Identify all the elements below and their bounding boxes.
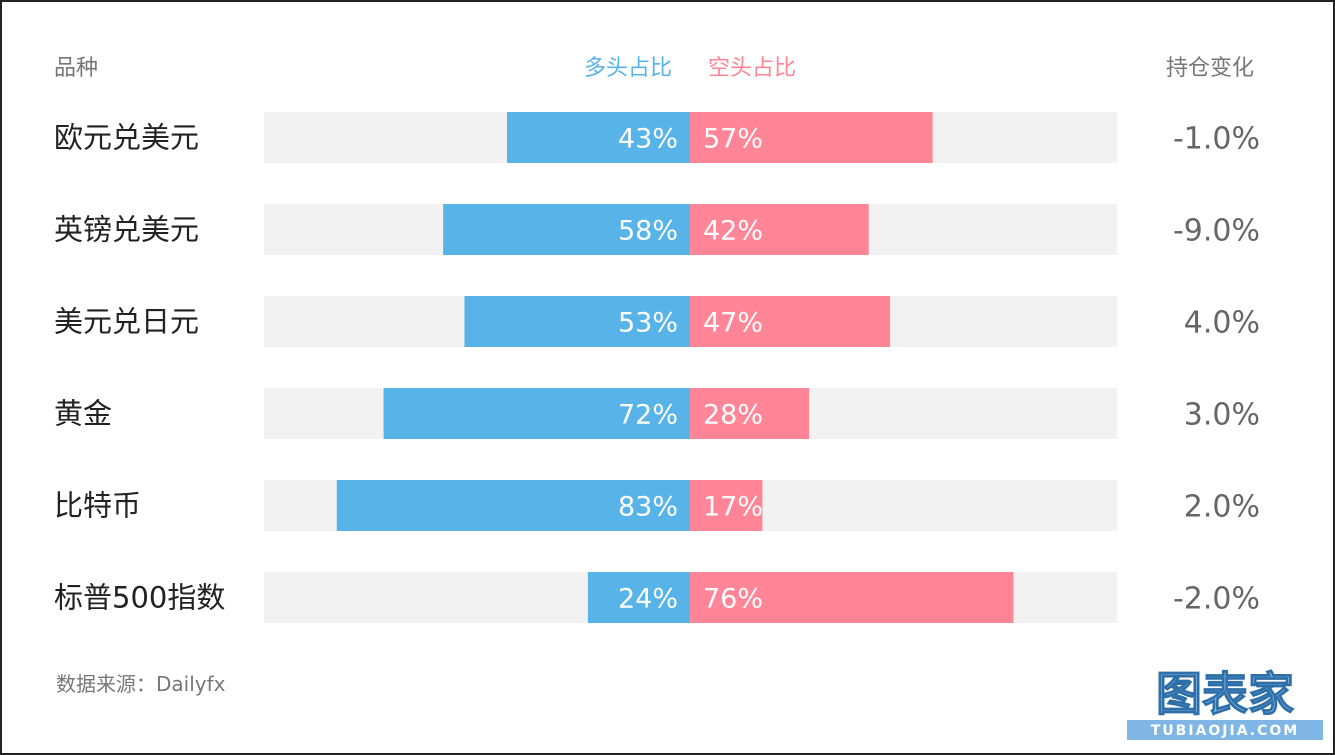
long-ratio-label: 43%	[618, 124, 678, 155]
row-label: 比特币	[54, 489, 141, 523]
position-change-value: -9.0%	[1173, 214, 1260, 249]
long-ratio-label: 24%	[618, 584, 678, 615]
row-label: 欧元兑美元	[54, 121, 199, 155]
short-ratio-label: 76%	[703, 584, 763, 615]
data-source: 数据来源：Dailyfx	[56, 672, 226, 696]
long-bar	[336, 480, 690, 531]
header-position-change: 持仓变化	[1166, 56, 1255, 81]
row-label: 英镑兑美元	[54, 213, 199, 247]
short-bar	[690, 296, 891, 347]
short-bar	[690, 572, 1014, 623]
position-change-value: 2.0%	[1184, 490, 1260, 525]
row-label: 黄金	[54, 397, 112, 431]
long-ratio-label: 83%	[618, 492, 678, 523]
row-label: 美元兑日元	[54, 305, 199, 339]
long-ratio-label: 72%	[618, 400, 678, 431]
short-bar	[690, 204, 869, 255]
header-variety: 品种	[54, 56, 99, 81]
short-bar	[690, 112, 933, 163]
logo-sub-text: TUBIAOJIA.COM	[1151, 723, 1299, 739]
long-bar	[506, 112, 690, 163]
short-bar	[690, 388, 810, 439]
tubiaojia-logo: 图表家 TUBIAOJIA.COM	[1127, 666, 1323, 740]
short-ratio-label: 42%	[703, 216, 763, 247]
header-long-ratio: 多头占比	[584, 56, 673, 81]
long-bar	[587, 572, 690, 623]
long-ratio-label: 58%	[618, 216, 678, 247]
position-change-value: 3.0%	[1184, 398, 1260, 433]
logo-main-text: 图表家	[1156, 667, 1294, 721]
long-bar	[383, 388, 690, 439]
long-ratio-label: 53%	[618, 308, 678, 339]
row-label: 标普500指数	[54, 581, 225, 615]
short-ratio-label: 28%	[703, 400, 763, 431]
position-change-value: -2.0%	[1173, 582, 1260, 617]
logo-banner	[1127, 720, 1323, 740]
long-bar	[464, 296, 690, 347]
short-ratio-label: 57%	[703, 124, 763, 155]
short-ratio-label: 47%	[703, 308, 763, 339]
position-change-value: -1.0%	[1173, 122, 1260, 157]
position-change-value: 4.0%	[1184, 306, 1260, 341]
long-bar	[443, 204, 690, 255]
short-ratio-label: 17%	[703, 492, 763, 523]
header-short-ratio: 空头占比	[708, 56, 797, 81]
short-bar	[690, 480, 763, 531]
